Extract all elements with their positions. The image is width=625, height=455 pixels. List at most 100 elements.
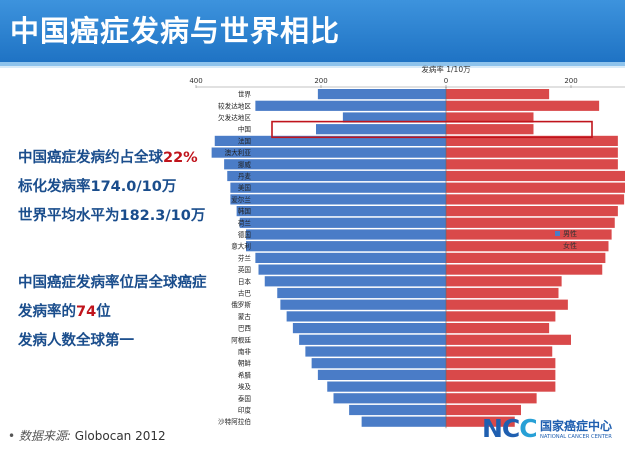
category-label: 朝鲜 — [238, 359, 252, 368]
bar-male — [224, 159, 446, 170]
bar-male — [361, 416, 446, 427]
bar-female — [446, 393, 537, 404]
category-label: 巴西 — [238, 325, 252, 333]
bar-male — [327, 381, 446, 392]
bar-female — [446, 346, 553, 357]
x-tick-label: 200 — [564, 77, 577, 85]
summary-line-rank-value: 74 — [76, 304, 97, 320]
source-note: • 数据来源: Globocan 2012 — [8, 427, 166, 444]
bar-female — [446, 334, 571, 345]
summary-line-rank-prefix: 发病率的 — [18, 304, 76, 320]
x-tick-label: 200 — [314, 77, 327, 85]
category-label: 日本 — [238, 277, 252, 286]
ncc-logo-name-cn: 国家癌症中心 — [540, 419, 613, 433]
bar-male — [311, 358, 446, 369]
bar-male — [258, 264, 446, 275]
highlight-box-china — [271, 120, 593, 139]
bar-female — [446, 323, 550, 334]
bar-male — [317, 89, 446, 100]
banner-stripe-light — [0, 66, 625, 68]
category-label: 爱尔兰 — [231, 195, 251, 204]
bar-female — [446, 264, 603, 275]
category-label: 俄罗斯 — [231, 300, 251, 309]
category-label: 美国 — [238, 183, 252, 192]
legend-swatch — [555, 243, 560, 248]
ncc-logo-name-en: NATIONAL CANCER CENTER — [540, 434, 612, 440]
bar-female — [446, 170, 625, 182]
chart-title: 发病率 1/10万 — [421, 64, 471, 74]
summary-line-china-rate: 标化发病率174.0/10万 — [18, 179, 177, 195]
x-tick-label: 400 — [189, 77, 202, 85]
source-value: Globocan 2012 — [74, 429, 166, 443]
bar-female — [446, 100, 600, 111]
bar-male — [299, 334, 446, 345]
category-label: 法国 — [238, 136, 252, 145]
category-label: 印度 — [238, 406, 252, 415]
summary-line-share: 中国癌症发病约占全球22% — [18, 146, 280, 167]
category-label: 泰国 — [238, 394, 252, 403]
bar-female — [446, 276, 562, 287]
summary-line-rank-intro: 中国癌症发病率位居全球癌症 — [18, 275, 207, 291]
category-label: 澳大利亚 — [225, 148, 252, 157]
bar-female — [446, 124, 534, 135]
bar-male — [214, 135, 446, 146]
bar-female — [446, 89, 550, 100]
bar-male — [280, 299, 446, 310]
summary-line-world-rate: 世界平均水平为182.3/10万 — [18, 208, 206, 224]
category-label: 欠发达地区 — [218, 113, 251, 122]
bar-female — [446, 112, 534, 123]
bar-female — [446, 299, 568, 310]
bar-male — [255, 100, 446, 111]
bar-male — [333, 393, 446, 404]
category-label: 希腊 — [238, 370, 252, 379]
summary-line-share-prefix: 中国癌症发病约占全球 — [18, 150, 163, 166]
bar-male — [230, 182, 446, 193]
bar-male — [230, 194, 446, 205]
category-label: 荷兰 — [238, 218, 252, 227]
bar-female — [446, 381, 556, 392]
bar-female — [446, 182, 625, 193]
legend-label: 女性 — [563, 241, 577, 250]
category-label: 阿根廷 — [231, 335, 251, 344]
category-label: 南非 — [238, 347, 252, 356]
bar-female — [446, 159, 618, 170]
bar-male — [277, 287, 446, 299]
bar-male — [255, 252, 446, 263]
category-label: 较发达地区 — [218, 101, 251, 110]
bar-male — [317, 369, 446, 380]
category-label: 挪威 — [238, 160, 252, 169]
bar-female — [446, 229, 612, 240]
category-label: 蒙古 — [238, 312, 252, 321]
summary-line-rank-suffix: 位 — [96, 304, 111, 320]
banner-stripe — [0, 62, 625, 66]
bar-female — [446, 135, 618, 146]
summary-line-rank: 发病率的74位 — [18, 300, 280, 321]
category-label: 芬兰 — [238, 253, 252, 262]
category-label: 中国 — [238, 125, 252, 134]
bar-male — [239, 217, 446, 228]
summary-line-count: 发病人数全球第一 — [18, 333, 134, 349]
bar-female — [446, 404, 521, 416]
bar-female — [446, 241, 609, 252]
bar-male — [246, 241, 446, 252]
bar-female — [446, 147, 618, 158]
bar-male — [286, 311, 446, 322]
category-label: 英国 — [238, 265, 252, 274]
bar-male — [264, 276, 446, 287]
bar-female — [446, 252, 606, 263]
bar-male — [305, 346, 446, 357]
category-label: 埃及 — [238, 382, 252, 391]
bar-male — [227, 170, 446, 182]
ncc-logo-mark: NCC — [482, 414, 538, 443]
bar-male — [246, 229, 446, 240]
bar-female — [446, 287, 559, 299]
bar-female — [446, 217, 615, 228]
legend-label: 男性 — [563, 229, 577, 238]
category-label: 沙特阿拉伯 — [218, 417, 251, 426]
bar-female — [446, 194, 625, 205]
category-label: 世界 — [238, 90, 252, 99]
bar-female — [446, 358, 556, 369]
bar-female — [446, 206, 618, 217]
category-label: 古巴 — [238, 289, 252, 298]
